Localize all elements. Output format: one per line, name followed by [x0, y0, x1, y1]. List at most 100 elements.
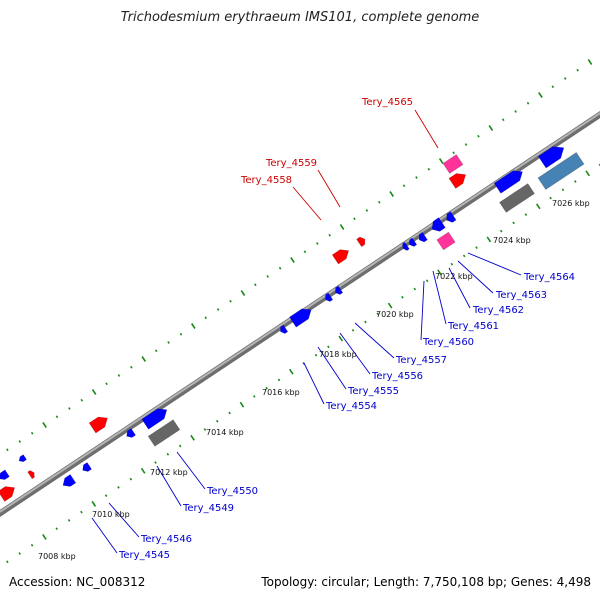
- kbp-label: 7008 kbp: [38, 552, 76, 561]
- major-tick: [239, 401, 245, 408]
- lower-leader-line: [339, 332, 371, 375]
- gene-forward-shape: [0, 486, 16, 502]
- minor-tick: [117, 374, 121, 377]
- major-tick: [437, 269, 442, 276]
- minor-tick: [179, 332, 183, 336]
- gene-reverse-shape: [289, 308, 312, 328]
- gene-reverse: [402, 241, 410, 251]
- minor-tick: [462, 254, 466, 258]
- gene-reverse-shape: [402, 241, 410, 251]
- minor-tick: [415, 176, 418, 179]
- gene-other-shape: [499, 183, 535, 213]
- lower-gene-label[interactable]: Tery_4549: [182, 503, 234, 514]
- minor-tick: [228, 411, 231, 415]
- gene-forward-shape: [331, 249, 350, 265]
- minor-tick: [377, 200, 381, 204]
- gene-rna: [436, 231, 456, 251]
- gene-reverse: [82, 462, 92, 472]
- lower-gene-label[interactable]: Tery_4562: [472, 305, 524, 316]
- lower-gene-label[interactable]: Tery_4560: [422, 337, 474, 348]
- gene-reverse: [493, 170, 523, 194]
- upper-gene-label[interactable]: Tery_4558: [240, 175, 292, 186]
- upper-leader-line: [414, 109, 439, 149]
- gene-reverse-shape: [335, 285, 344, 295]
- gene-reverse-shape: [537, 146, 565, 169]
- lower-gene-label[interactable]: Tery_4556: [371, 371, 423, 382]
- minor-tick: [425, 279, 429, 283]
- lower-gene-label[interactable]: Tery_4545: [118, 550, 170, 561]
- upper-gene-label[interactable]: Tery_4565: [361, 97, 413, 108]
- gene-forward-shape: [356, 236, 366, 248]
- minor-tick: [104, 494, 108, 497]
- gene-forward: [448, 173, 467, 189]
- gene-reverse-shape: [18, 454, 27, 463]
- minor-tick: [278, 266, 282, 270]
- minor-tick: [6, 448, 9, 452]
- gene-labels: Tery_4565 Tery_4559 Tery_4558 Tery_4564 Tery…: [118, 97, 575, 561]
- minor-tick: [167, 341, 170, 344]
- label-leader-lines: [91, 109, 522, 554]
- gene-other: [499, 183, 535, 213]
- major-tick: [141, 356, 147, 362]
- gene-reverse: [0, 469, 10, 480]
- lower-gene-label[interactable]: Tery_4554: [325, 401, 377, 412]
- minor-tick: [80, 398, 84, 402]
- minor-tick: [130, 365, 133, 369]
- minor-tick: [314, 353, 318, 357]
- minor-tick: [365, 209, 369, 212]
- gene-forward-shape: [88, 416, 108, 434]
- minor-tick: [154, 461, 157, 464]
- minor-tick: [452, 151, 455, 155]
- gene-reverse: [325, 292, 334, 302]
- major-tick: [288, 368, 294, 375]
- upper-leader-line: [292, 186, 322, 221]
- minor-tick: [499, 229, 503, 233]
- minor-tick: [427, 167, 431, 171]
- lower-gene-label[interactable]: Tery_4557: [395, 355, 447, 366]
- gene-reverse: [409, 237, 418, 247]
- upper-gene-label[interactable]: Tery_4559: [265, 158, 317, 169]
- gene-forward-shape: [448, 173, 467, 189]
- minor-tick: [450, 262, 454, 266]
- minor-tick: [464, 143, 468, 146]
- minor-tick: [55, 527, 59, 531]
- minor-tick: [316, 242, 319, 245]
- minor-tick: [514, 110, 517, 113]
- lower-gene-label[interactable]: Tery_4563: [495, 290, 547, 301]
- major-tick: [290, 257, 295, 263]
- gene-reverse: [18, 454, 27, 463]
- major-tick: [91, 389, 97, 395]
- major-tick: [488, 125, 494, 131]
- gene-reverse-shape: [409, 237, 418, 247]
- gene-reverse: [335, 285, 344, 295]
- gene-forward: [356, 236, 366, 248]
- tick-marks: [6, 59, 600, 564]
- kbp-label: 7020 kbp: [376, 310, 414, 319]
- minor-tick: [574, 180, 577, 183]
- minor-tick: [561, 188, 565, 192]
- minor-tick: [549, 196, 552, 200]
- lower-gene-label[interactable]: Tery_4561: [447, 321, 499, 332]
- minor-tick: [253, 395, 256, 398]
- lower-gene-label[interactable]: Tery_4546: [140, 534, 192, 545]
- lower-gene-label[interactable]: Tery_4550: [206, 486, 258, 497]
- minor-tick: [18, 552, 21, 555]
- lower-gene-label[interactable]: Tery_4564: [523, 272, 575, 283]
- minor-tick: [576, 68, 579, 72]
- lower-leader-line: [108, 502, 140, 538]
- major-tick: [42, 533, 47, 540]
- minor-tick: [402, 184, 406, 188]
- minor-tick: [351, 328, 355, 332]
- major-tick: [191, 323, 196, 329]
- gene-other-shape: [147, 419, 181, 447]
- gene-forward: [331, 249, 350, 265]
- lower-gene-label[interactable]: Tery_4555: [347, 386, 399, 397]
- gene-reverse-shape: [141, 408, 168, 430]
- gene-reverse-shape: [62, 474, 77, 487]
- minor-tick: [512, 221, 515, 225]
- minor-tick: [551, 85, 555, 89]
- lower-leader-line: [448, 267, 471, 309]
- lower-leader-line: [91, 517, 118, 554]
